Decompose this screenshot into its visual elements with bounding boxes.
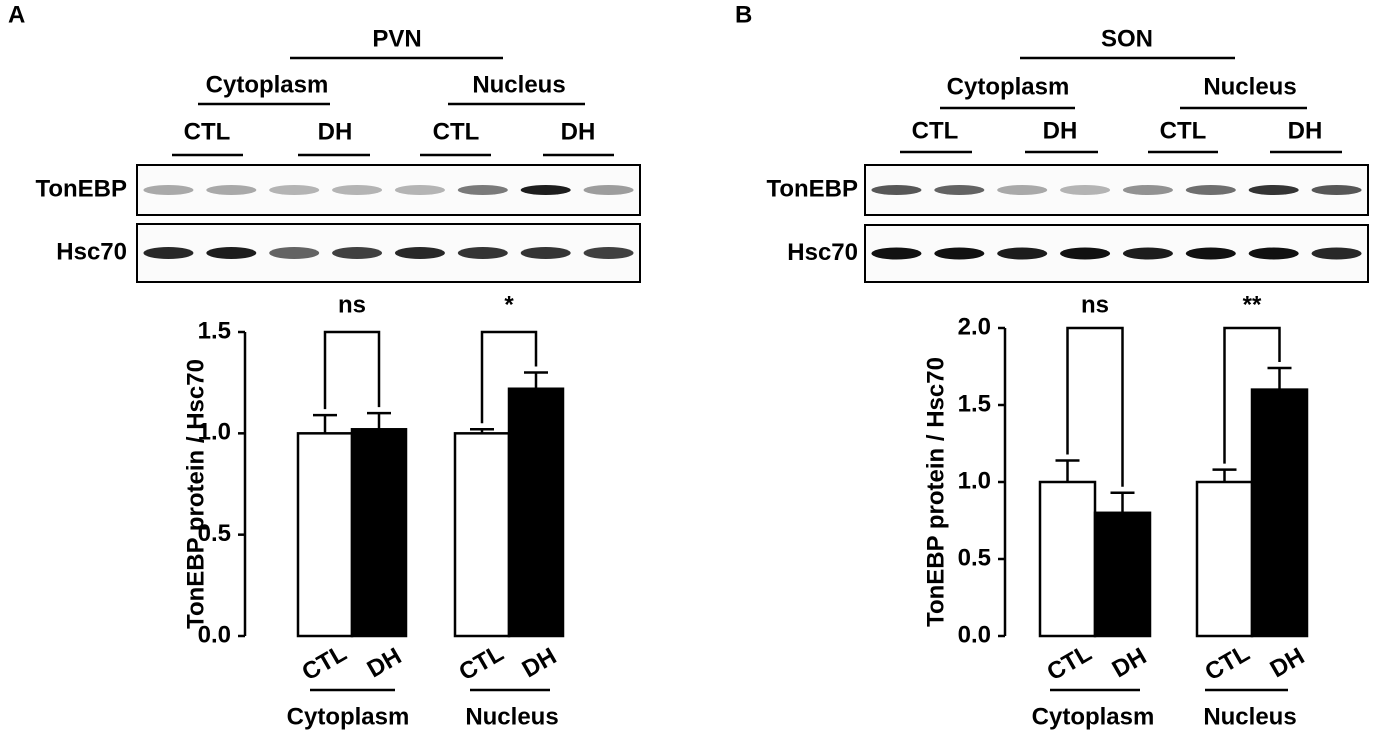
blot-band [871, 185, 922, 195]
lane-label: DH [1043, 117, 1078, 144]
blot-band [332, 247, 383, 259]
y-tick-label: 1.0 [958, 467, 991, 494]
blot-band [1122, 247, 1173, 260]
blot-label: TonEBP [35, 175, 127, 202]
significance-bracket [480, 330, 538, 424]
bar [1093, 511, 1152, 638]
x-tick-label: CTL [297, 640, 351, 687]
x-tick-label: DH [518, 643, 562, 684]
y-tick-label: 0.5 [958, 544, 991, 571]
fraction-label: Nucleus [472, 71, 565, 98]
y-tick-label: 1.5 [198, 317, 231, 344]
lane-label: DH [318, 118, 353, 145]
region-label: PVN [372, 25, 421, 52]
blot-band [871, 247, 922, 260]
blot-band [997, 247, 1048, 260]
blot-label: TonEBP [766, 175, 858, 202]
y-tick-label: 1.5 [958, 390, 991, 417]
blot-band [457, 185, 508, 195]
significance-label: ** [1243, 291, 1262, 318]
blot-band [269, 185, 320, 195]
blot-band [1248, 247, 1299, 260]
lane-label: CTL [1160, 117, 1207, 144]
panel-label: A [8, 1, 25, 28]
blot-band [394, 247, 445, 259]
fraction-label: Cytoplasm [947, 73, 1070, 100]
lane-label: DH [1288, 117, 1323, 144]
blot-band [1248, 185, 1299, 195]
bar [1195, 480, 1254, 638]
blot-band [1122, 185, 1173, 195]
blot-band [934, 247, 985, 260]
blot-band [520, 247, 571, 259]
x-tick-label: CTL [454, 640, 508, 687]
x-tick-label: CTL [1042, 640, 1096, 687]
group-label: Cytoplasm [1032, 703, 1155, 730]
lane-label: DH [561, 118, 596, 145]
significance-label: * [504, 291, 514, 318]
significance-bracket [1066, 326, 1124, 487]
significance-bracket [1223, 326, 1281, 464]
bar [296, 432, 354, 638]
y-axis-label: TonEBP protein / Hsc70 [922, 357, 949, 627]
blot-band [1060, 185, 1111, 195]
significance-bracket [323, 330, 381, 410]
significance-label: ns [338, 291, 366, 318]
blot-band [143, 185, 194, 195]
blot-band [1185, 247, 1236, 260]
x-tick-label: DH [1108, 643, 1152, 684]
y-tick-label: 2.0 [958, 313, 991, 340]
significance-label: ns [1081, 291, 1109, 318]
x-tick-label: DH [1266, 643, 1310, 684]
region-label: SON [1101, 25, 1153, 52]
fraction-label: Cytoplasm [206, 71, 329, 98]
bar [350, 428, 408, 638]
bar [507, 387, 565, 638]
panel-label: B [735, 1, 752, 28]
lane-label: CTL [433, 118, 480, 145]
bar [453, 432, 511, 638]
y-axis-label: TonEBP protein / Hsc70 [182, 359, 209, 629]
y-tick-label: 0.0 [198, 621, 231, 648]
group-label: Cytoplasm [287, 703, 410, 730]
group-label: Nucleus [465, 703, 558, 730]
blot-band [394, 185, 445, 195]
bar [1038, 480, 1097, 638]
group-label: Nucleus [1203, 703, 1296, 730]
blot-band [269, 247, 320, 259]
blot-band [997, 185, 1048, 195]
blot-label: Hsc70 [56, 238, 127, 265]
blot-band [206, 247, 257, 259]
blot-band [583, 185, 634, 195]
blot-band [332, 185, 383, 195]
x-tick-label: DH [363, 643, 407, 684]
blot-band [583, 247, 634, 259]
y-tick-label: 0.0 [958, 621, 991, 648]
blot-label: Hsc70 [787, 239, 858, 266]
y-tick-label: 0.5 [198, 520, 231, 547]
bar [1250, 388, 1309, 638]
blot-band [520, 185, 571, 195]
blot-band [206, 185, 257, 195]
fraction-label: Nucleus [1203, 73, 1296, 100]
blot-band [143, 247, 194, 259]
x-tick-label: CTL [1200, 640, 1254, 687]
blot-band [457, 247, 508, 259]
blot-band [1311, 247, 1362, 260]
blot-band [1060, 247, 1111, 260]
lane-label: CTL [912, 117, 959, 144]
blot-band [1185, 185, 1236, 195]
blot-band [1311, 185, 1362, 195]
y-tick-label: 1.0 [198, 419, 231, 446]
lane-label: CTL [184, 118, 231, 145]
blot-band [934, 185, 985, 195]
